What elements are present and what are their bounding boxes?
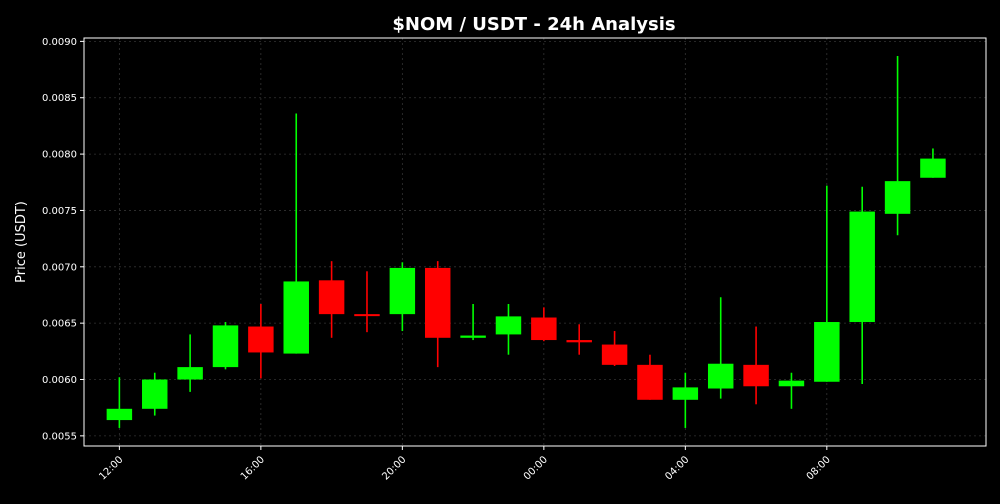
y-tick-label: 0.0075 — [42, 206, 77, 217]
candle-body — [884, 181, 911, 214]
candle-body — [424, 267, 451, 338]
candle-body — [354, 314, 380, 317]
candle-body — [743, 364, 769, 387]
candle-body — [283, 281, 309, 354]
candle-body — [389, 267, 416, 315]
candle-body — [778, 380, 805, 387]
candle-body — [318, 280, 345, 315]
y-tick-label: 0.0060 — [42, 375, 77, 386]
candle-body — [920, 158, 946, 178]
y-tick-label: 0.0090 — [42, 37, 77, 48]
candle-body — [460, 335, 486, 338]
candle-body — [707, 363, 734, 389]
candle-body — [212, 325, 239, 368]
candle-body — [814, 322, 840, 382]
candle-body — [637, 364, 663, 400]
candle-body — [531, 317, 557, 341]
candle-body — [106, 408, 133, 421]
candle-body — [177, 367, 203, 380]
candles — [106, 56, 946, 428]
y-tick-label: 0.0070 — [42, 262, 77, 273]
candle-body — [566, 340, 592, 343]
candle-body — [849, 211, 875, 323]
y-tick-label: 0.0080 — [42, 150, 77, 161]
chart-title: $NOM / USDT - 24h Analysis — [392, 14, 675, 35]
y-tick-label: 0.0055 — [42, 431, 77, 442]
candle-body — [142, 379, 168, 409]
candle-body — [601, 344, 628, 365]
y-axis-label: Price (USDT) — [14, 201, 29, 283]
candle-body — [495, 316, 522, 335]
y-tick-label: 0.0065 — [42, 319, 77, 330]
candle-body — [672, 387, 699, 400]
candle-body — [248, 326, 274, 353]
plot-frame — [83, 37, 987, 447]
y-tick-label: 0.0085 — [42, 93, 77, 104]
